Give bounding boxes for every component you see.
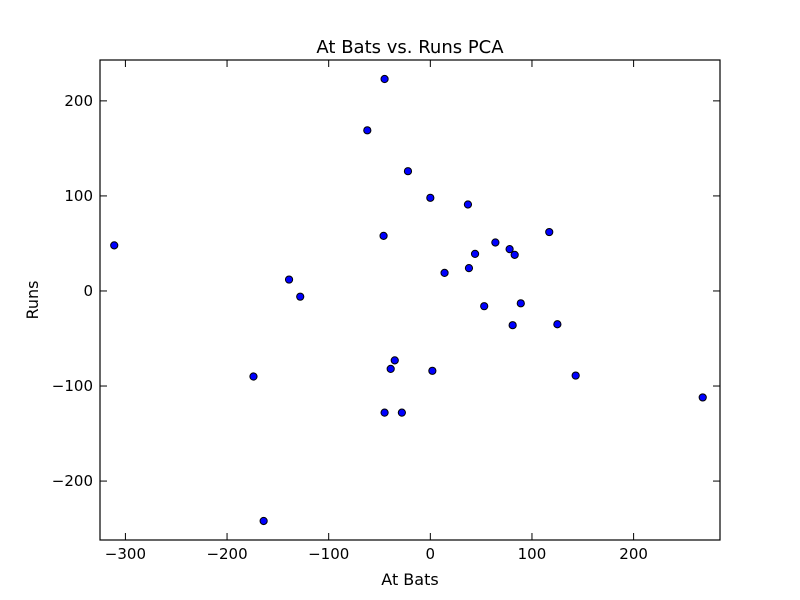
y-tick-label: 200: [64, 92, 93, 110]
data-point: [698, 393, 707, 402]
x-tick-label: −100: [308, 545, 349, 563]
data-point: [390, 356, 399, 365]
data-point: [553, 320, 562, 329]
data-point: [505, 245, 514, 254]
data-point: [363, 126, 372, 135]
tick-layer: −300 −200 −100 0 100 200 −200 −100 0 100 200: [52, 60, 720, 563]
y-tick-label: −100: [52, 377, 93, 395]
data-point: [463, 200, 473, 209]
data-point: [470, 249, 480, 259]
data-point: [428, 366, 437, 375]
data-point: [249, 372, 258, 381]
x-tick-label: 100: [518, 545, 547, 563]
y-tick-label: 100: [64, 187, 93, 205]
plot-frame: [99, 59, 721, 541]
data-point: [545, 227, 554, 237]
data-points: [110, 74, 707, 526]
data-point: [426, 193, 435, 202]
data-point: [379, 231, 388, 240]
data-point: [571, 371, 580, 380]
chart-title: At Bats vs. Runs PCA: [316, 37, 504, 58]
data-point: [510, 250, 519, 259]
x-axis-label: At Bats: [381, 570, 438, 589]
data-point: [440, 268, 449, 278]
y-tick-label: 0: [83, 282, 93, 300]
data-point: [491, 238, 500, 247]
x-tick-label: 0: [426, 545, 436, 563]
y-axis-label: Runs: [23, 280, 42, 319]
data-point: [508, 321, 517, 330]
data-point: [386, 364, 395, 374]
data-point: [110, 241, 119, 250]
x-tick-label: 200: [619, 545, 648, 563]
data-point: [284, 275, 294, 284]
data-point: [397, 408, 406, 417]
x-tick-label: −200: [206, 545, 247, 563]
data-point: [380, 408, 389, 417]
y-tick-label: −200: [52, 472, 93, 490]
data-point: [403, 167, 413, 176]
data-point: [296, 292, 305, 301]
data-point: [516, 299, 525, 308]
data-point: [380, 74, 389, 84]
data-point: [259, 516, 268, 526]
data-point: [464, 264, 474, 273]
x-tick-label: −300: [105, 545, 146, 563]
data-point: [480, 302, 489, 311]
